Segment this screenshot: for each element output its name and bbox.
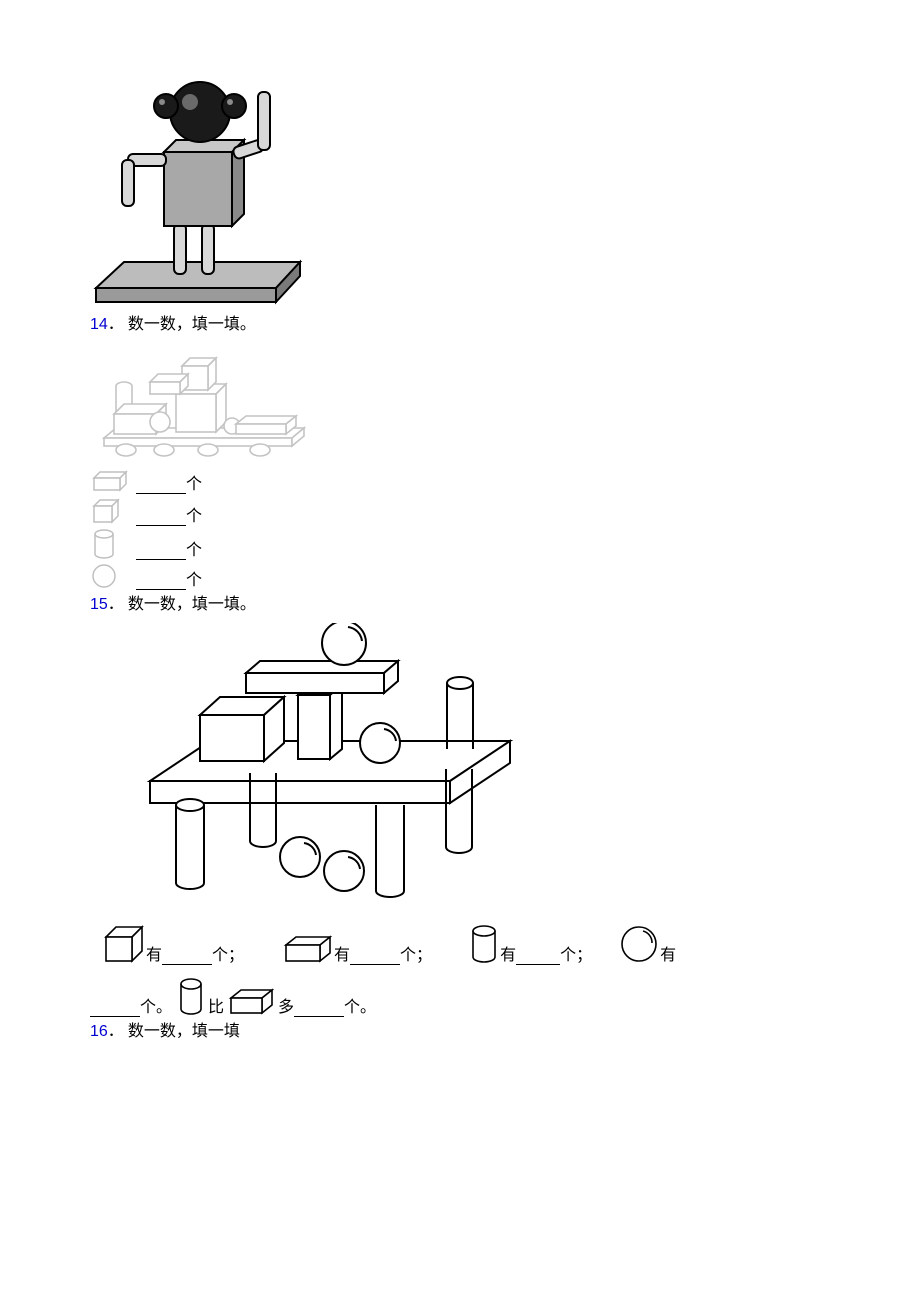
cuboid-icon [226, 987, 276, 1017]
q15-blank-cuboid[interactable] [350, 948, 400, 965]
q16-heading: 16． 数一数，填一填 [90, 1021, 830, 1043]
q15-blank-diff[interactable] [294, 1000, 344, 1017]
q15-sep: ． [108, 596, 124, 613]
q14-unit-3: 个 [186, 566, 202, 590]
q15-text: 数一数，填一填。 [128, 596, 256, 613]
cylinder-icon [176, 977, 206, 1017]
q14-text: 数一数，填一填。 [128, 316, 256, 333]
sphere-icon [618, 923, 660, 965]
q14-row-cuboid: 个 [90, 470, 830, 494]
q14-shapes-figure [90, 342, 830, 468]
q15-cuboid-before: 有 [334, 941, 350, 965]
q15-figure [130, 623, 830, 913]
q15-compare: 比 [208, 993, 224, 1017]
q14-unit-0: 个 [186, 470, 202, 494]
q14-row-cylinder: 个 [90, 528, 830, 560]
q15-row2-end: 个。 [344, 993, 376, 1017]
q15-more: 多 [278, 993, 294, 1017]
q15-cyl-before: 有 [500, 941, 516, 965]
q14-number: 14 [90, 316, 108, 333]
cylinder-icon [468, 923, 500, 965]
q15-heading: 15． 数一数，填一填。 [90, 594, 830, 616]
q14-row-sphere: 个 [90, 562, 830, 590]
q15-counts-row1: 有 个； 有 个； 有 个； 有 [90, 923, 830, 965]
cylinder-icon [90, 528, 136, 560]
q15-cuboid-after: 个； [400, 941, 432, 965]
q15-row2-left: 个。 [140, 993, 172, 1017]
cuboid-icon [90, 470, 136, 494]
cuboid-icon [280, 933, 334, 965]
cube-icon [90, 496, 136, 526]
q14-blank-cylinder[interactable] [136, 543, 186, 560]
q14-sep: ． [108, 316, 124, 333]
q16-sep: ． [108, 1023, 124, 1040]
q14-unit-2: 个 [186, 536, 202, 560]
q15-cube-after: 个； [212, 941, 244, 965]
q15-blank-cylinder[interactable] [516, 948, 560, 965]
q14-row-cube: 个 [90, 496, 830, 526]
q15-sphere-before: 有 [660, 941, 676, 965]
q15-cube-before: 有 [146, 941, 162, 965]
sphere-icon [90, 562, 136, 590]
q15-blank-cube[interactable] [162, 948, 212, 965]
q14-blank-cuboid[interactable] [136, 477, 186, 494]
q15-cyl-after: 个； [560, 941, 592, 965]
q14-robot-figure [90, 56, 830, 310]
q14-unit-1: 个 [186, 502, 202, 526]
q15-blank-sphere[interactable] [90, 1000, 140, 1017]
q14-blank-cube[interactable] [136, 509, 186, 526]
q15-counts-row2: 个。 比 多 个。 [90, 977, 830, 1017]
cube-icon [100, 923, 146, 965]
q14-heading: 14． 数一数，填一填。 [90, 314, 830, 336]
q16-text: 数一数，填一填 [128, 1023, 240, 1040]
q14-blank-sphere[interactable] [136, 573, 186, 590]
q15-number: 15 [90, 596, 108, 613]
q16-number: 16 [90, 1023, 108, 1040]
